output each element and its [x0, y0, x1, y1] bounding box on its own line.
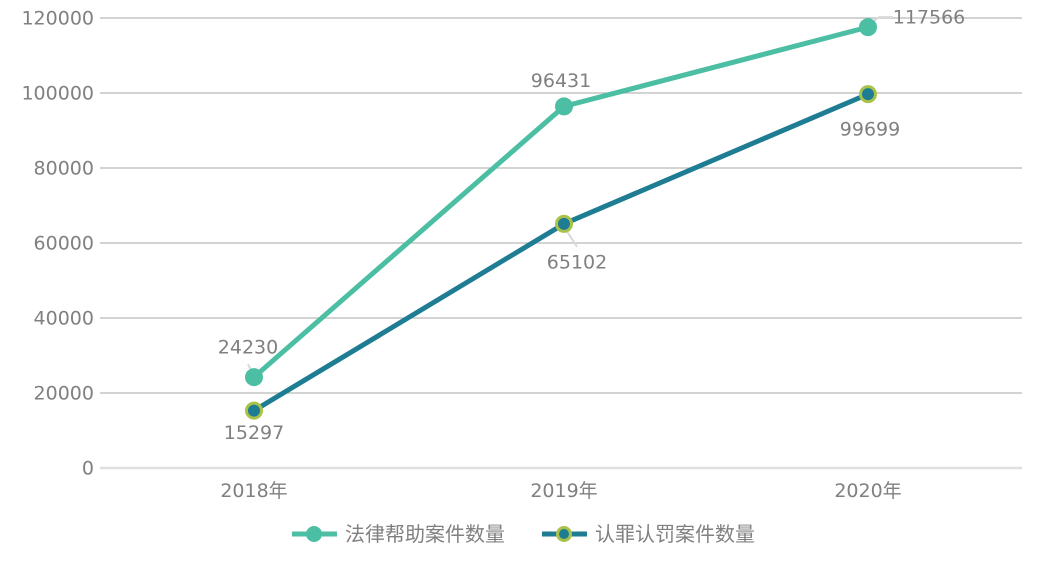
data-label-leader-line [565, 229, 578, 248]
legend: 法律帮助案件数量 认罪认罚案件数量 [0, 524, 1046, 544]
legend-swatch-line-ring-dot-icon [542, 526, 587, 542]
y-axis-tick-label: 40000 [34, 308, 94, 330]
data-point-label: 65102 [547, 251, 607, 273]
data-point-marker [555, 97, 573, 116]
y-axis-tick-label: 100000 [21, 83, 94, 105]
legend-label: 认罪认罚案件数量 [595, 522, 755, 546]
y-axis-tick-label: 120000 [21, 8, 94, 30]
data-point-label: 15297 [224, 422, 284, 444]
legend-item-guilty-plea-cases: 认罪认罚案件数量 [541, 524, 755, 544]
data-point-label: 117566 [893, 7, 966, 29]
x-axis-label: 2018年 [220, 480, 287, 502]
y-axis-tick-label: 60000 [34, 233, 94, 255]
data-point-label: 24230 [218, 337, 278, 359]
legend-swatch-line-dot-icon [292, 526, 337, 542]
y-axis-tick-label: 0 [82, 458, 94, 480]
y-axis-tick-label: 80000 [34, 158, 94, 180]
data-point-marker [859, 85, 877, 104]
data-point-label: 96431 [531, 70, 591, 92]
data-point-marker [859, 18, 877, 37]
y-axis-tick-label: 20000 [34, 383, 94, 405]
x-axis-label: 2019年 [530, 480, 597, 502]
legend-item-legal-aid-cases: 法律帮助案件数量 [291, 524, 505, 544]
x-axis-label: 2020年 [834, 480, 901, 502]
data-point-marker [555, 214, 573, 233]
data-point-marker [245, 368, 263, 387]
data-point-marker [245, 401, 263, 420]
legend-label: 法律帮助案件数量 [345, 522, 505, 546]
data-point-label: 99699 [840, 119, 900, 141]
